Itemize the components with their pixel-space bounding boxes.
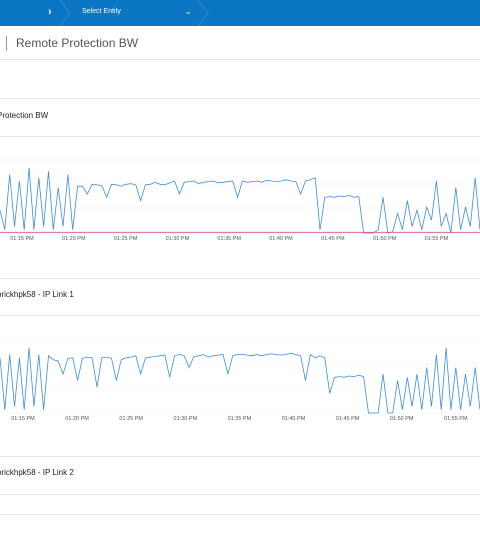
panel-title: Protection BW (0, 111, 49, 120)
top-navigation-bar: › Select Entity ⌄ (0, 0, 480, 26)
x-tick-label: 01:35 PM (217, 236, 241, 242)
breadcrumb-chevron-icon[interactable]: › (48, 6, 52, 18)
series-line-0 (0, 167, 480, 234)
x-tick-label: 01:15 PM (11, 416, 35, 422)
breadcrumb-chevron-shape (59, 0, 209, 26)
series-line-0 (0, 347, 480, 414)
line-chart-svg: 01:15 PM 01:20 PM 01:25 PM 01:30 PM 01:35 PM… (0, 339, 480, 422)
title-divider (6, 36, 7, 51)
line-chart-svg: 01:15 PM 01:20 PM 01:25 PM 01:30 PM 01:35 PM… (0, 159, 480, 242)
x-tick-label: 01:20 PM (62, 236, 86, 242)
x-tick-label: 01:50 PM (390, 416, 414, 422)
x-tick-label: 01:25 PM (119, 416, 143, 422)
x-tick-label: 01:55 PM (444, 416, 468, 422)
x-tick-label: 01:30 PM (174, 416, 198, 422)
page-title: Remote Protection BW (16, 36, 139, 50)
x-tick-label: 01:40 PM (269, 236, 293, 242)
chevron-down-icon[interactable]: ⌄ (185, 7, 192, 16)
x-tick-label: 01:35 PM (228, 416, 252, 422)
panel-divider (0, 494, 480, 495)
panel-title: brickhpk58 - IP Link 2 (0, 468, 74, 477)
x-tick-label: 01:55 PM (425, 236, 449, 242)
x-tick-label: 01:50 PM (373, 236, 397, 242)
x-tick-label: 01:30 PM (166, 236, 190, 242)
page-header: Remote Protection BW (0, 26, 480, 60)
panel-divider (0, 278, 480, 279)
ip-link-1-chart[interactable]: 01:15 PM 01:20 PM 01:25 PM 01:30 PM 01:35 PM… (0, 330, 480, 430)
panel-divider (0, 315, 480, 316)
x-tick-label: 01:45 PM (336, 416, 360, 422)
panel-divider (0, 136, 480, 137)
panel-divider (0, 456, 480, 457)
x-tick-label: 01:20 PM (65, 416, 89, 422)
x-tick-label: 01:15 PM (10, 236, 34, 242)
x-tick-label: 01:40 PM (282, 416, 306, 422)
x-tick-label: 01:25 PM (114, 236, 138, 242)
x-tick-label: 01:45 PM (321, 236, 345, 242)
panel-title: brickhpk58 - IP Link 1 (0, 290, 74, 299)
panel-divider (0, 514, 480, 515)
protection-bw-chart[interactable]: 01:15 PM 01:20 PM 01:25 PM 01:30 PM 01:35 PM… (0, 150, 480, 250)
panel-divider (0, 98, 480, 99)
select-entity-dropdown[interactable]: Select Entity (82, 8, 121, 15)
